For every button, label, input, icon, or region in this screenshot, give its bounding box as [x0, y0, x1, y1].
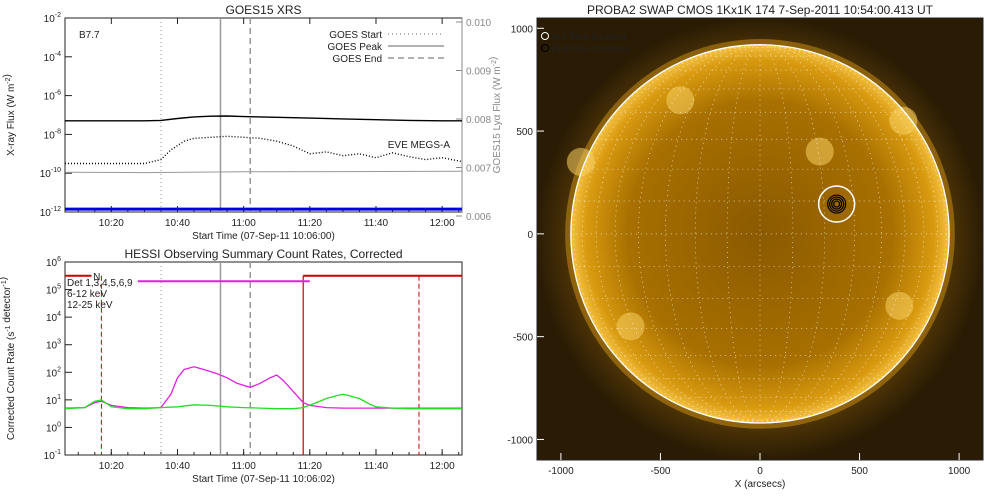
- goes-ytick-label: 10-10: [40, 167, 61, 180]
- swap-xtick-label: -1000: [548, 466, 574, 477]
- hessi-ytick-label: 100: [46, 421, 61, 434]
- goes-ytick-label: 10-12: [40, 206, 61, 219]
- goes-eve-label: EVE MEGS-A: [388, 140, 451, 151]
- goes-ytick-label: 10-6: [44, 90, 61, 103]
- hessi-ytick-label: 106: [46, 256, 61, 269]
- swap-active-region: [805, 137, 834, 166]
- goes-xtick-label: 11:40: [364, 218, 389, 229]
- goes-series-long-channel: [65, 115, 462, 122]
- goes-xtick-label: 12:00: [430, 218, 455, 229]
- swap-active-region: [666, 86, 695, 115]
- goes-title: GOES15 XRS: [225, 3, 301, 17]
- swap-title: PROBA2 SWAP CMOS 1Kx1K 174 7-Sep-2011 10…: [587, 3, 934, 17]
- hessi-xtick-label: 11:40: [364, 461, 389, 472]
- goes-ytick-label: 10-4: [44, 51, 61, 64]
- goes-ylabel: X-ray Flux (W m-2): [2, 74, 17, 156]
- swap-rhessi-contour: [831, 198, 843, 210]
- hessi-ytick-label: 10-1: [44, 449, 61, 462]
- swap-legend-rhessi-symbol: [541, 44, 549, 52]
- swap-xtick-label: 0: [757, 466, 763, 477]
- hessi-series-12-25-kev: [64, 393, 462, 410]
- goes-y2tick-label: 0.010: [466, 18, 491, 29]
- hessi-ylabel: Corrected Count Rate (s-1 detector-1): [0, 277, 17, 440]
- goes-xtick-label: 10:40: [165, 218, 190, 229]
- swap-grid-longitude: [759, 44, 947, 424]
- hessi-xlabel: Start Time (07-Sep-11 10:06:02): [192, 474, 335, 485]
- hessi-ytick-label: 101: [46, 394, 61, 407]
- hessi-xtick-label: 10:40: [165, 461, 190, 472]
- swap-grid-longitude: [759, 44, 905, 424]
- swap-grid-longitude: [759, 44, 924, 424]
- swap-ytick-label: 1000: [511, 24, 534, 35]
- swap-xlabel: X (arcsecs): [735, 479, 786, 490]
- svg-text:GOES15 Lyα Flux (W m-2): GOES15 Lyα Flux (W m-2): [488, 57, 503, 174]
- swap-rhessi-contour: [829, 196, 845, 212]
- swap-ytick-label: 0: [527, 230, 533, 241]
- swap-heliographic-grid: [570, 44, 950, 424]
- swap-rhessi-contour: [833, 200, 841, 208]
- hessi-legend-label: Det 1,3,4,5,6,9: [67, 278, 133, 289]
- swap-aia-flare-circle: [817, 185, 856, 223]
- goes-series-ly-: [64, 170, 463, 174]
- goes-y2tick-label: 0.009: [466, 67, 491, 78]
- swap-grid-longitude: [759, 44, 794, 424]
- goes-legend-label: GOES End: [333, 54, 382, 65]
- goes-y2tick-label: 0.008: [466, 115, 491, 126]
- swap-ytick-label: -1000: [507, 435, 533, 446]
- hessi-legend-label: 6-12 keV: [67, 289, 107, 300]
- goes-y2tick-label: 0.006: [466, 212, 491, 223]
- goes-class-annotation: B7.7: [79, 30, 100, 41]
- swap-grid-longitude: [726, 44, 761, 424]
- hessi-ytick-label: 102: [46, 366, 61, 379]
- swap-active-region: [889, 106, 918, 135]
- swap-grid-longitude: [759, 44, 855, 424]
- hessi-series-6-12-kev: [64, 366, 462, 409]
- goes-xtick-label: 11:00: [232, 218, 257, 229]
- hessi-xtick-label: 11:20: [298, 461, 323, 472]
- swap-solar-disk: [570, 44, 950, 424]
- swap-xtick-label: 1000: [948, 466, 971, 477]
- swap-active-region: [616, 312, 645, 341]
- swap-rhessi-contour: [827, 194, 847, 214]
- swap-legend-rhessi-label: RHESSI contours: [551, 44, 629, 55]
- goes-series-short-channel: [65, 135, 463, 165]
- goes-xtick-label: 11:20: [298, 218, 323, 229]
- hessi-ytick-label: 104: [46, 311, 61, 324]
- swap-legend-aia-label: AIA flare location: [551, 32, 626, 43]
- swap-grid-longitude: [596, 44, 761, 424]
- svg-text:X-ray Flux (W m-2): X-ray Flux (W m-2): [2, 74, 17, 156]
- swap-ytick-label: -500: [513, 333, 533, 344]
- swap-legend-aia-symbol: [541, 32, 549, 40]
- hessi-xtick-label: 10:20: [99, 461, 124, 472]
- hessi-ytick-label: 103: [46, 339, 61, 352]
- goes-y2label: GOES15 Lyα Flux (W m-2): [488, 57, 503, 174]
- hessi-plot-frame: [64, 261, 463, 456]
- hessi-ytick-label: 105: [46, 284, 61, 297]
- swap-grid-longitude: [573, 44, 761, 424]
- goes-xtick-label: 10:20: [99, 218, 124, 229]
- swap-ytick-label: 500: [516, 127, 533, 138]
- goes-y2tick-label: 0.007: [466, 164, 491, 175]
- goes-legend-label: GOES Peak: [328, 42, 383, 53]
- goes-plot-frame: [64, 17, 463, 213]
- swap-grid-longitude: [665, 44, 761, 424]
- goes-ytick-label: 10-2: [44, 12, 61, 25]
- hessi-night-label: N: [93, 272, 100, 283]
- hessi-title: HESSI Observing Summary Count Rates, Cor…: [124, 247, 402, 261]
- hessi-xtick-label: 11:00: [232, 461, 257, 472]
- swap-active-region: [885, 291, 914, 320]
- svg-text:Corrected Count Rate (s-1 dete: Corrected Count Rate (s-1 detector-1): [0, 277, 17, 440]
- goes-ytick-label: 10-8: [44, 128, 61, 141]
- hessi-legend-label: 12-25 keV: [67, 300, 113, 311]
- goes-legend-label: GOES Start: [329, 30, 382, 41]
- hessi-xtick-label: 12:00: [430, 461, 455, 472]
- swap-xtick-label: -500: [650, 466, 670, 477]
- swap-xtick-label: 500: [851, 466, 868, 477]
- swap-grid-longitude: [615, 44, 761, 424]
- goes-xlabel: Start Time (07-Sep-11 10:06:00): [192, 231, 335, 242]
